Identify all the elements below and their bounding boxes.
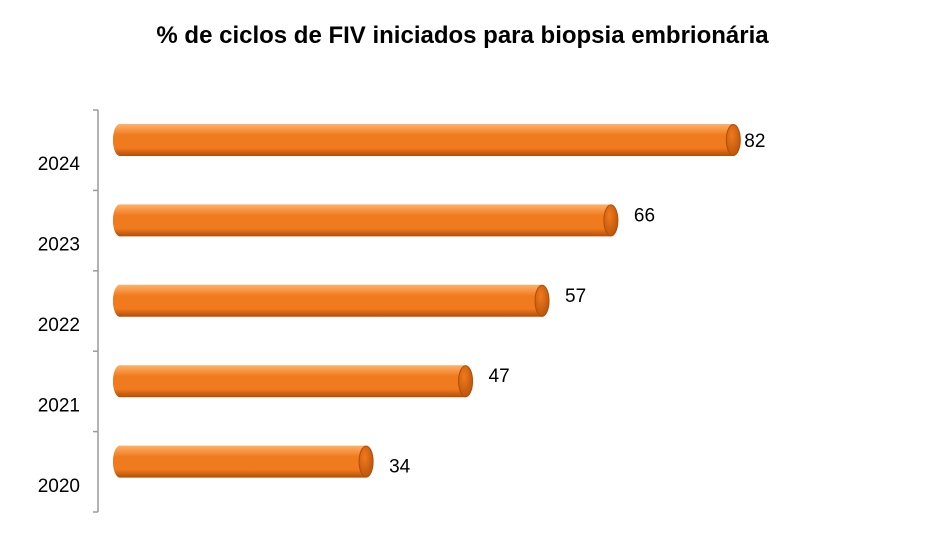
bar-2022 [113, 284, 550, 317]
bar-2021 [113, 365, 473, 398]
bar-end-cap-2023 [603, 204, 619, 237]
data-label-2022: 57 [565, 286, 586, 307]
bar-start-cap-2024 [113, 124, 127, 156]
data-label-2023: 66 [634, 205, 655, 226]
data-label-2024: 82 [744, 131, 765, 152]
y-axis [93, 109, 99, 513]
y-tick-label-2022: 2022 [38, 315, 80, 336]
bar-start-cap-2022 [113, 284, 127, 317]
labels-group: 2024 82 2023 66 2022 57 2021 47 2020 34 [38, 131, 766, 497]
data-label-2020: 34 [389, 457, 411, 478]
bar-start-cap-2023 [113, 204, 127, 237]
data-label-2021: 47 [489, 366, 510, 387]
bars-group [113, 124, 741, 478]
y-tick-label-2024: 2024 [38, 154, 81, 175]
bar-2024 [113, 124, 741, 156]
bar-2023 [113, 204, 618, 237]
bar-start-cap-2020 [113, 445, 127, 478]
bar-2020 [113, 445, 374, 478]
y-tick-label-2023: 2023 [38, 235, 80, 256]
bar-start-cap-2021 [113, 365, 127, 398]
bar-end-cap-2022 [534, 284, 550, 317]
bar-end-cap-2021 [458, 365, 474, 398]
bar-end-cap-2024 [725, 124, 741, 156]
y-tick-label-2020: 2020 [38, 476, 80, 497]
bar-end-cap-2020 [358, 445, 374, 478]
chart-title: % de ciclos de FIV iniciados para biopsi… [156, 22, 769, 49]
y-tick-label-2021: 2021 [38, 395, 80, 416]
